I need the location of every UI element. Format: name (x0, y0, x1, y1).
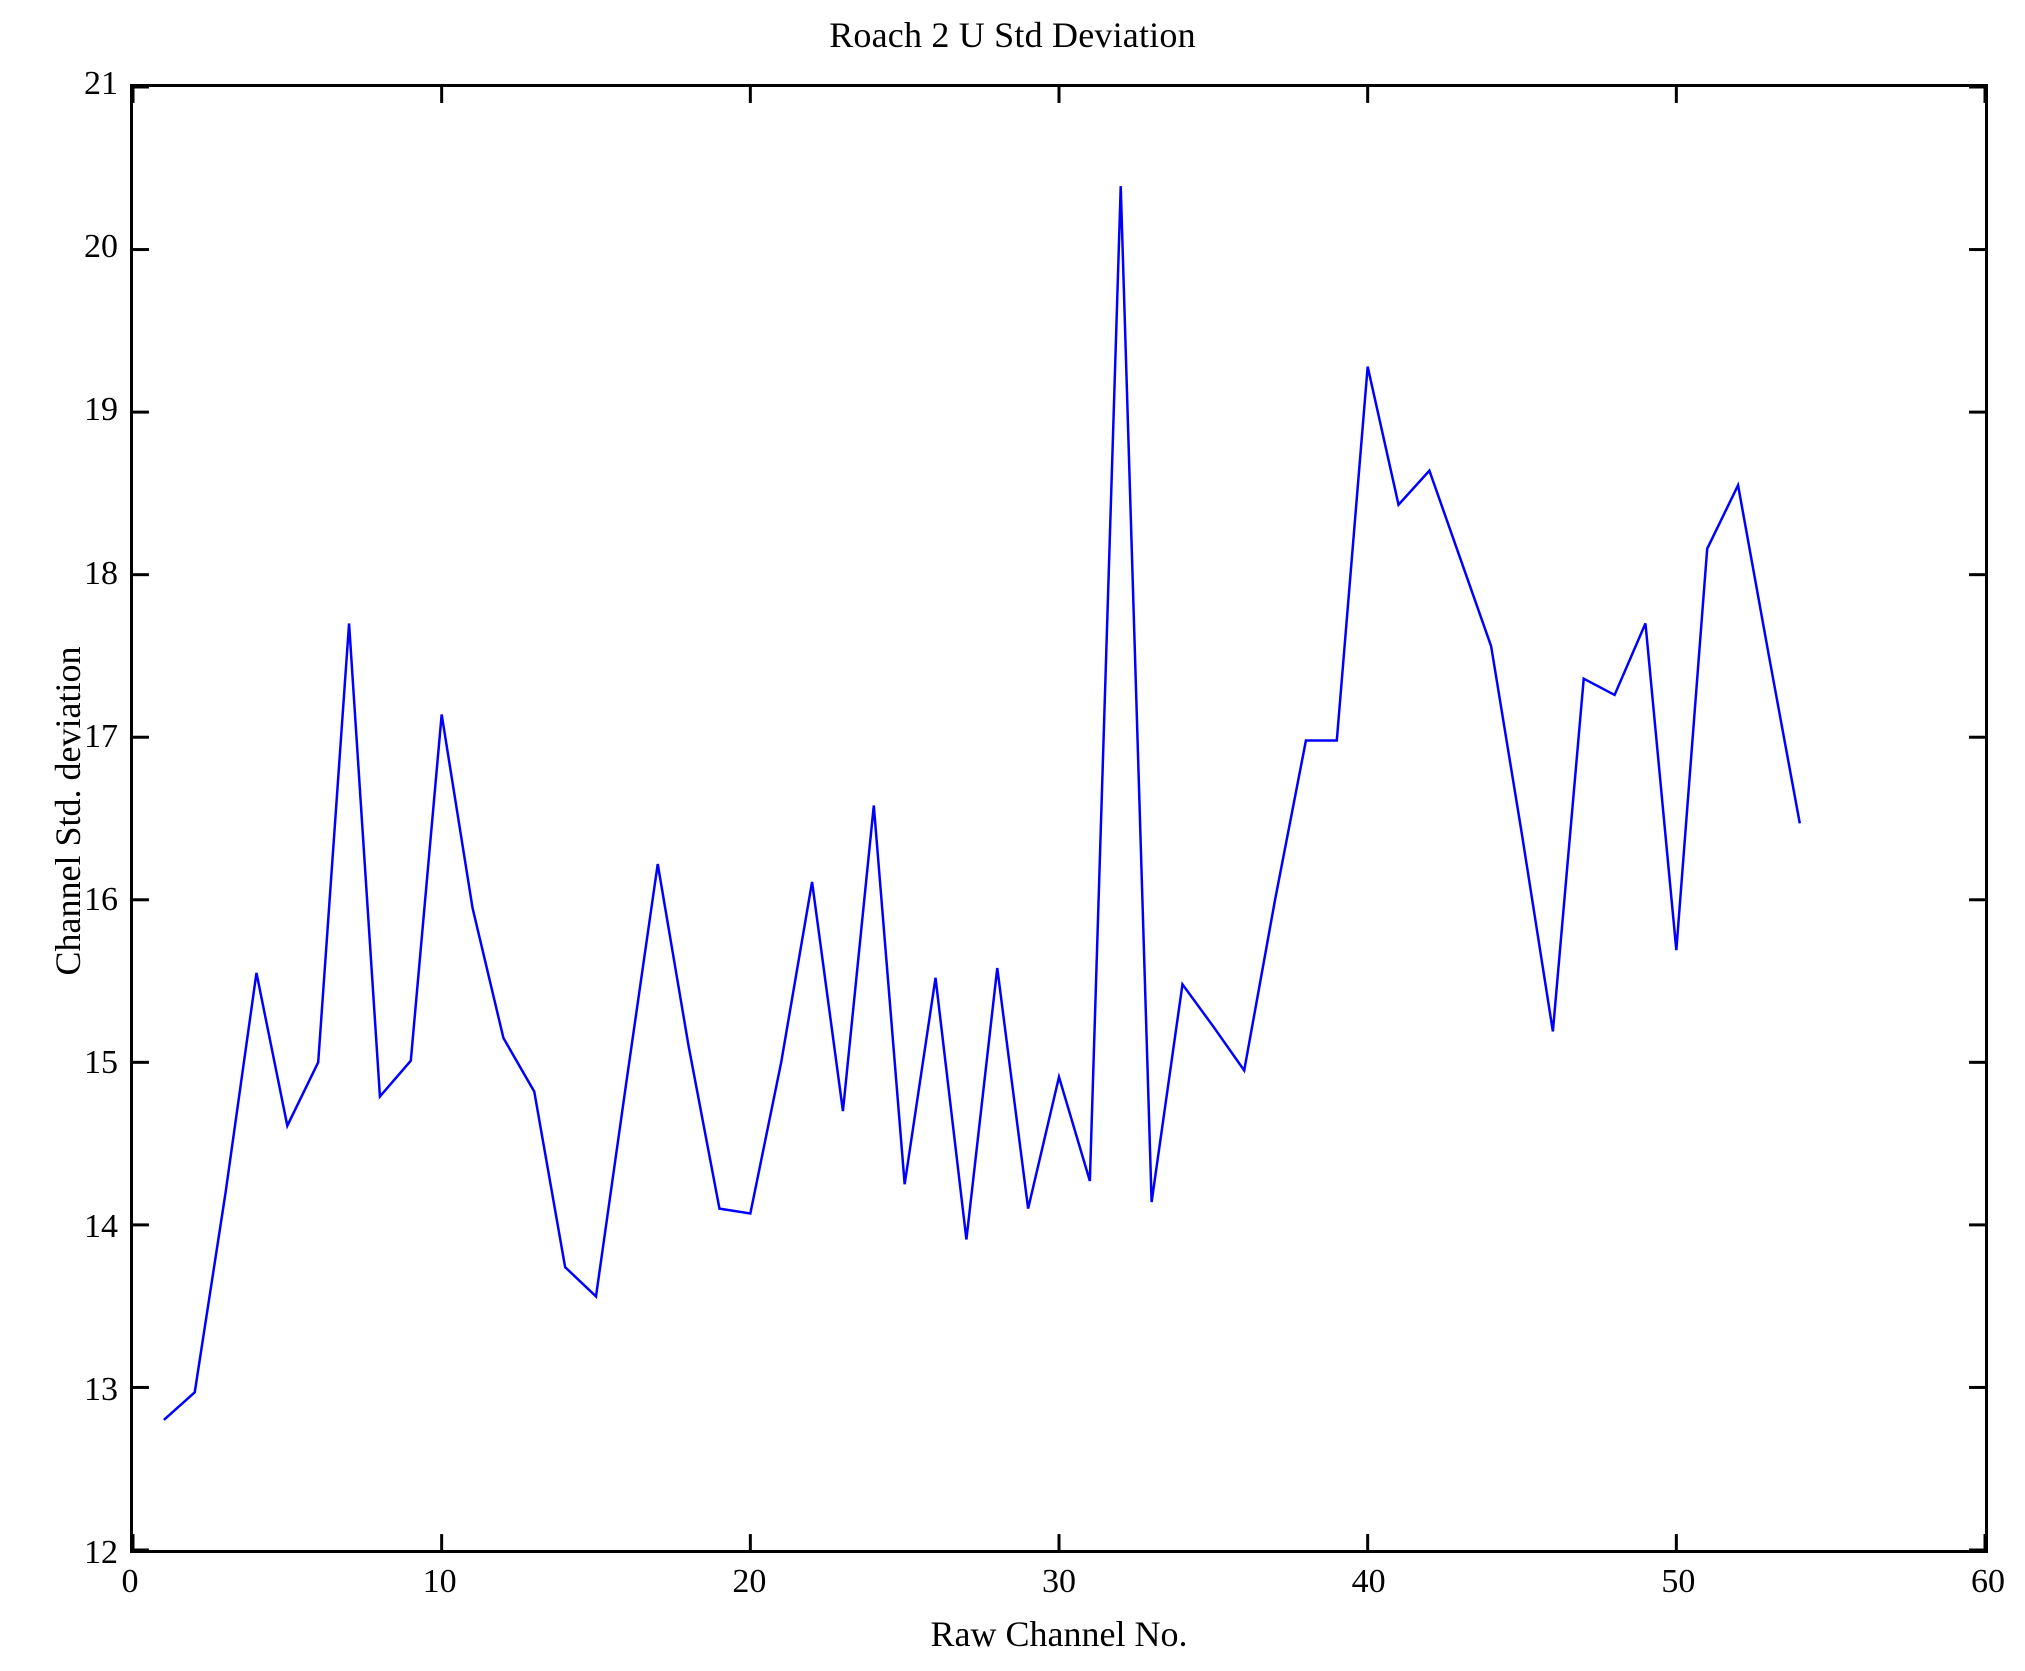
x-tick-label: 30 (1042, 1563, 1076, 1600)
data-series-line (163, 186, 1802, 1421)
axis-tick-marks (133, 87, 1985, 1550)
y-tick-label: 18 (84, 554, 118, 592)
y-tick-label: 12 (84, 1534, 118, 1571)
x-tick-label: 50 (1661, 1563, 1696, 1600)
x-tick-label: 60 (1971, 1563, 2005, 1600)
plot-svg (133, 87, 1985, 1550)
x-tick-label: 0 (121, 1563, 139, 1600)
chart-title: Roach 2 U Std Deviation (829, 15, 1196, 55)
y-tick-label: 16 (84, 881, 118, 919)
y-tick-label: 17 (84, 717, 118, 755)
y-axis-label: Channel Std. deviation (48, 646, 88, 976)
y-tick-label: 15 (84, 1044, 118, 1082)
y-axis-tick-labels: 12 13 14 15 16 17 18 19 20 21 (0, 0, 118, 1671)
x-tick-label: 10 (422, 1563, 457, 1600)
y-tick-label: 19 (84, 391, 118, 429)
y-tick-label: 20 (84, 228, 118, 266)
y-tick-label: 21 (84, 65, 118, 102)
x-axis-label: Raw Channel No. (930, 1614, 1188, 1654)
x-tick-label: 40 (1351, 1563, 1386, 1600)
x-tick-label: 20 (732, 1563, 767, 1600)
y-tick-label: 13 (84, 1370, 118, 1408)
y-tick-label: 14 (84, 1207, 118, 1245)
plot-area (130, 84, 1988, 1553)
